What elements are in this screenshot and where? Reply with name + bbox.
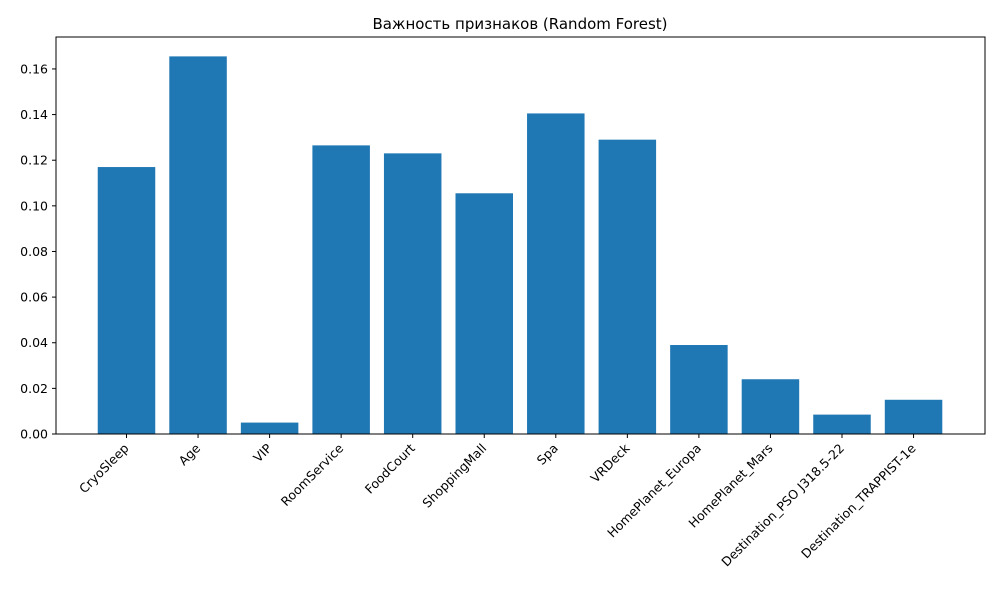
plot-frame: [55, 36, 986, 435]
bar-age: [169, 56, 227, 434]
y-tick-label: 0.10: [20, 198, 48, 213]
bar-shoppingmall: [455, 193, 513, 434]
y-axis: 0.00 0.02 0.04 0.06 0.08 0.10 0.12 0.14 0.16: [20, 61, 56, 442]
bar-destination-trappist-1e: [884, 399, 943, 434]
y-tick-label: 0.16: [20, 61, 48, 76]
bar-vip: [240, 422, 299, 434]
x-tick-label: Spa: [534, 441, 561, 468]
x-tick-label: Destination_PSO J318.5-22: [718, 441, 847, 570]
bar-roomservice: [312, 145, 370, 434]
chart-title: Важность признаков (Random Forest): [372, 15, 667, 33]
x-tick-label: RoomService: [278, 440, 347, 509]
y-tick-label: 0.06: [20, 290, 48, 305]
bar-spa: [527, 113, 585, 435]
x-tick-label: Destination_TRAPPIST-1e: [798, 440, 919, 561]
bar-homeplanet-mars: [741, 379, 800, 434]
y-tick-label: 0.02: [20, 381, 48, 396]
bar-vrdeck: [598, 139, 657, 435]
x-tick-label: VRDeck: [587, 440, 633, 486]
y-tick-label: 0.14: [20, 107, 48, 122]
x-tick-label: CryoSleep: [76, 440, 132, 496]
bar-foodcourt: [383, 153, 442, 435]
bar-cryosleep: [97, 167, 156, 435]
x-tick-label: Age: [175, 440, 203, 468]
bar-homeplanet-europa: [670, 345, 728, 434]
y-tick-label: 0.08: [20, 244, 48, 259]
x-axis: CryoSleep Age VIP RoomService FoodCourt Shopp…: [76, 434, 919, 569]
x-tick-label: ShoppingMall: [419, 441, 489, 511]
y-tick-label: 0.00: [20, 427, 48, 442]
bar-destination-pso-j318-5-22: [813, 414, 871, 434]
x-tick-label: FoodCourt: [362, 440, 418, 496]
bars-layer: [97, 56, 943, 435]
x-tick-label: VIP: [250, 440, 275, 465]
y-tick-label: 0.12: [20, 153, 48, 168]
y-tick-label: 0.04: [20, 335, 48, 350]
